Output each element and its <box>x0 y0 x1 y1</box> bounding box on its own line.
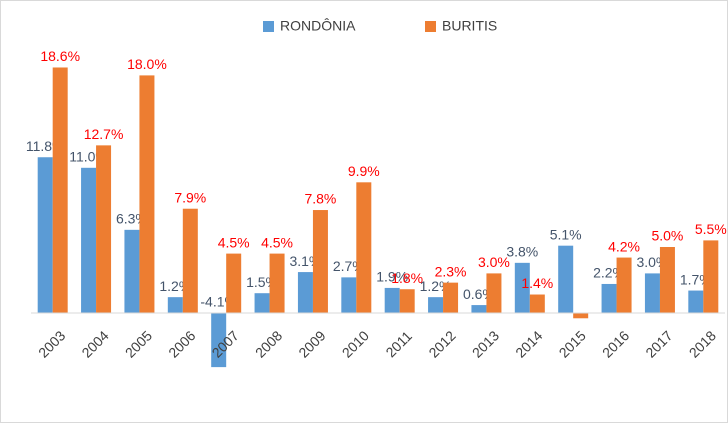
data-label: 1.8% <box>391 270 423 286</box>
bar <box>167 297 183 313</box>
bar <box>297 272 313 313</box>
data-label: 5.5% <box>695 221 727 237</box>
data-label: 3.0% <box>478 254 510 270</box>
data-label: 7.9% <box>174 189 206 205</box>
bar <box>226 253 242 313</box>
data-label: 5.0% <box>651 228 683 244</box>
legend-swatch <box>425 21 436 32</box>
bar <box>139 75 155 314</box>
bar <box>81 167 97 313</box>
data-label: 4.5% <box>218 234 250 250</box>
data-label: 2.3% <box>435 263 467 279</box>
legend-label: BURITIS <box>442 18 497 34</box>
bar <box>644 273 660 313</box>
bar <box>52 67 68 313</box>
data-label: 9.9% <box>348 163 380 179</box>
bar <box>601 283 617 313</box>
bar <box>688 290 704 313</box>
bar <box>616 257 632 313</box>
bar <box>659 247 675 313</box>
bar <box>573 313 589 319</box>
bar <box>182 208 198 313</box>
bar <box>37 157 53 313</box>
bar <box>399 289 415 313</box>
bar <box>486 273 502 313</box>
data-label: 3.8% <box>506 244 538 260</box>
bar <box>254 293 270 313</box>
data-label: 1.4% <box>521 275 553 291</box>
data-label: 1.9% <box>376 269 408 285</box>
bar <box>558 245 574 313</box>
legend-swatch <box>263 21 274 32</box>
bar <box>529 294 545 313</box>
bar <box>312 210 328 313</box>
bar <box>703 240 719 313</box>
data-label: 4.5% <box>261 234 293 250</box>
data-label: 18.6% <box>40 48 80 64</box>
bar <box>341 277 357 313</box>
bar <box>269 253 285 313</box>
bar <box>211 313 227 368</box>
bar <box>356 182 372 313</box>
bar <box>514 262 530 313</box>
data-label: 4.2% <box>608 238 640 254</box>
data-label: 5.1% <box>550 226 582 242</box>
bar <box>124 229 140 313</box>
bar <box>96 145 112 313</box>
data-label: 7.8% <box>304 191 336 207</box>
bar <box>428 297 444 313</box>
bar <box>443 282 459 313</box>
bar <box>471 305 487 313</box>
data-label: 18.0% <box>127 56 167 72</box>
legend-label: RONDÔNIA <box>280 18 356 34</box>
bar <box>384 287 400 313</box>
data-label: 12.7% <box>84 126 124 142</box>
